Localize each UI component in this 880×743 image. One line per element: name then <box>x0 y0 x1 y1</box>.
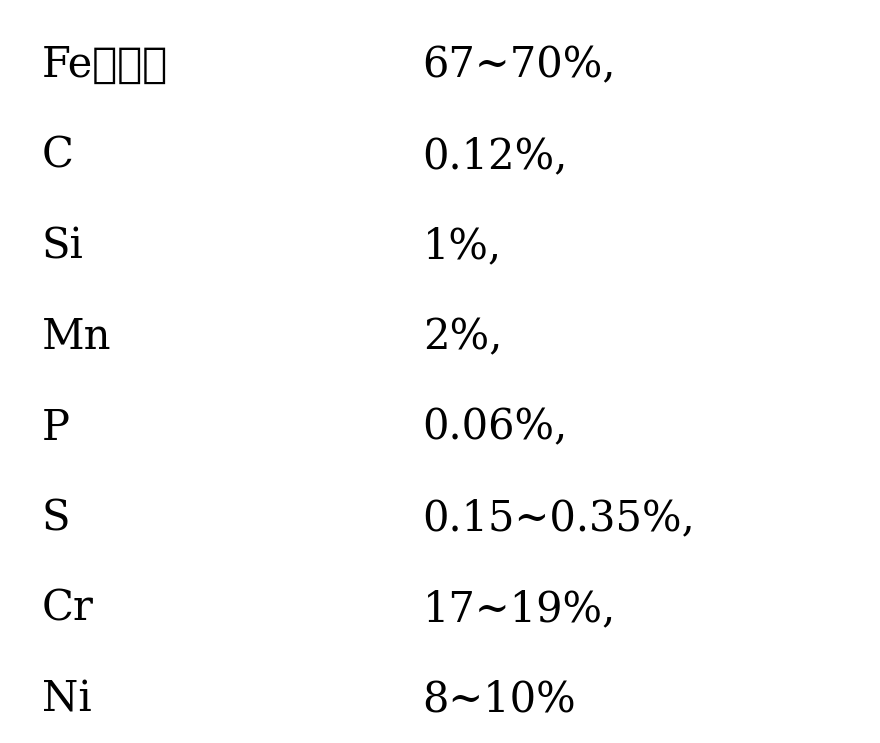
Text: 0.06%,: 0.06%, <box>422 406 568 449</box>
Text: 2%,: 2%, <box>422 316 502 358</box>
Text: Mn: Mn <box>41 316 111 358</box>
Text: 17~19%,: 17~19%, <box>422 588 616 630</box>
Text: 0.12%,: 0.12%, <box>422 135 568 177</box>
Text: P: P <box>41 406 70 449</box>
Text: 1%,: 1%, <box>422 226 502 267</box>
Text: C: C <box>41 135 73 177</box>
Text: Fe（约）: Fe（约） <box>41 45 168 86</box>
Text: S: S <box>41 497 70 539</box>
Text: 8~10%: 8~10% <box>422 678 576 721</box>
Text: Ni: Ni <box>41 678 92 721</box>
Text: Cr: Cr <box>41 588 93 630</box>
Text: 67~70%,: 67~70%, <box>422 45 616 86</box>
Text: 0.15~0.35%,: 0.15~0.35%, <box>422 497 695 539</box>
Text: Si: Si <box>41 226 84 267</box>
